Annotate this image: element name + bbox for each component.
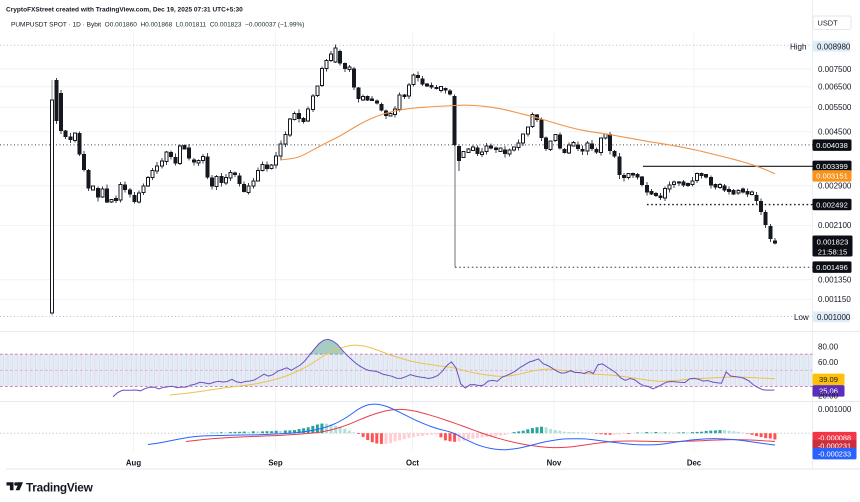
svg-text:80.00: 80.00 <box>818 342 839 351</box>
svg-text:CryptoFXStreet created with Tr: CryptoFXStreet created with TradingView.… <box>6 7 243 14</box>
svg-text:0.001000: 0.001000 <box>817 313 851 322</box>
svg-text:Dec: Dec <box>687 459 702 468</box>
svg-text:Aug: Aug <box>126 459 141 468</box>
svg-text:0.001000: 0.001000 <box>818 405 852 414</box>
svg-text:0.001823: 0.001823 <box>817 237 849 246</box>
svg-text:-0.000233: -0.000233 <box>818 450 851 459</box>
svg-text:0.001150: 0.001150 <box>818 295 851 304</box>
svg-text:0.002900: 0.002900 <box>818 182 852 191</box>
svg-text:Oct: Oct <box>406 459 419 468</box>
svg-text:0.001496: 0.001496 <box>816 263 848 272</box>
svg-text:TradingView: TradingView <box>26 481 94 495</box>
svg-text:0.003399: 0.003399 <box>816 162 848 171</box>
svg-text:0.002100: 0.002100 <box>818 221 852 230</box>
svg-text:0.001350: 0.001350 <box>818 276 852 285</box>
svg-text:Low: Low <box>794 313 809 322</box>
svg-text:20.00: 20.00 <box>818 391 839 400</box>
svg-text:0.004500: 0.004500 <box>818 128 852 137</box>
svg-text:Nov: Nov <box>547 459 562 468</box>
svg-text:0.007500: 0.007500 <box>818 65 852 74</box>
svg-text:25.06: 25.06 <box>819 387 838 396</box>
svg-text:0.003151: 0.003151 <box>816 172 848 181</box>
svg-text:-0.000231: -0.000231 <box>818 442 851 451</box>
svg-text:0.004038: 0.004038 <box>816 141 848 150</box>
svg-text:0.005500: 0.005500 <box>818 103 852 112</box>
svg-text:21:58:15: 21:58:15 <box>818 247 848 256</box>
svg-text:0.006500: 0.006500 <box>818 83 852 92</box>
svg-text:0.002492: 0.002492 <box>816 200 848 209</box>
svg-text:60.00: 60.00 <box>818 358 839 367</box>
svg-text:Sep: Sep <box>268 459 283 468</box>
svg-text:High: High <box>790 42 806 51</box>
svg-text:-0.000088: -0.000088 <box>818 434 851 443</box>
svg-text:USDT: USDT <box>818 19 839 28</box>
svg-text:PUMPUSDT SPOT · 1D · Bybit O0: PUMPUSDT SPOT · 1D · Bybit O0.001860 H0.… <box>11 22 304 29</box>
svg-text:0.008980: 0.008980 <box>817 42 851 51</box>
svg-text:39.09: 39.09 <box>819 375 838 384</box>
